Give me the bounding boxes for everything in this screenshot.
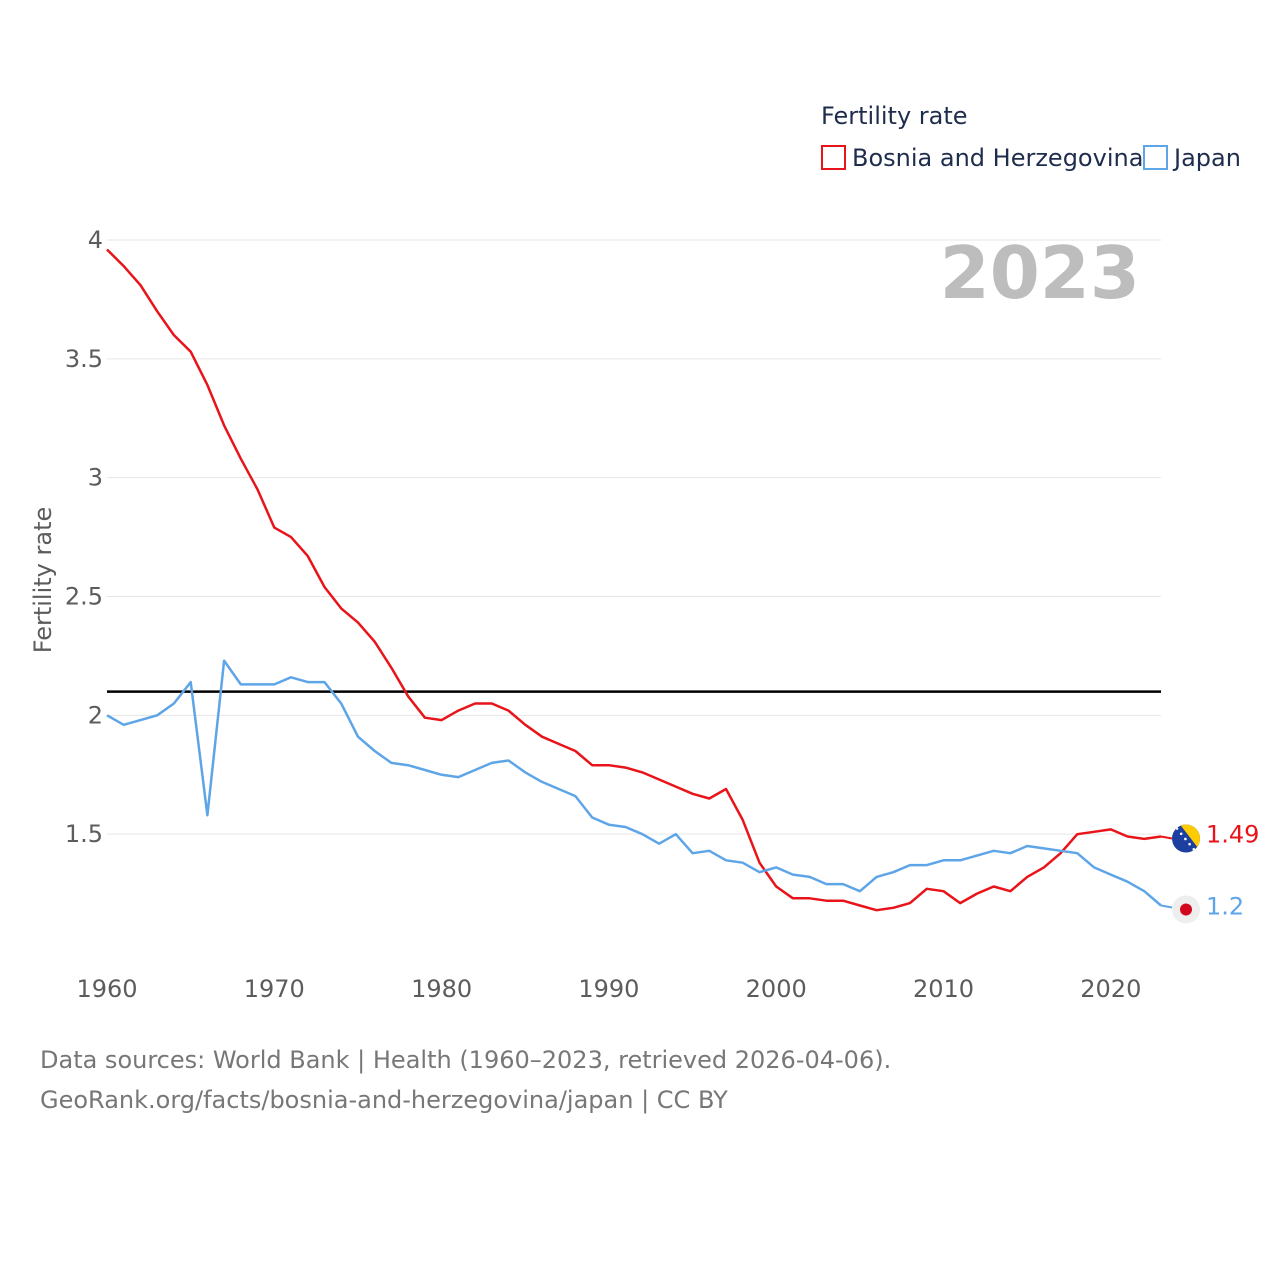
x-tick-label: 2020	[1080, 975, 1141, 1003]
series-line-japan[interactable]	[106, 659, 1162, 907]
y-tick-label: 3.5	[65, 345, 103, 373]
x-tick-label: 1990	[578, 975, 639, 1003]
x-tick-label: 1980	[411, 975, 472, 1003]
y-tick-label: 3	[88, 464, 103, 492]
legend-title: Fertility rate	[821, 102, 968, 130]
y-tick-label: 1.5	[65, 820, 103, 848]
source-note: Data sources: World Bank | Health (1960–…	[40, 1040, 891, 1120]
legend-label-japan[interactable]: Japan	[1172, 144, 1241, 172]
end-label-japan: 1.2	[1206, 892, 1244, 920]
japan-flag-icon	[1172, 895, 1200, 924]
y-axis-ticks: 1.5 2 2.5 3 3.5 4	[65, 226, 103, 848]
y-axis-title: Fertility rate	[29, 507, 57, 654]
series-line-bosnia[interactable]	[106, 248, 1162, 912]
current-year-watermark: 2023	[940, 231, 1140, 315]
legend-swatch-japan[interactable]	[1143, 145, 1168, 170]
series-lines	[106, 248, 1173, 912]
y-tick-label: 2	[88, 701, 103, 729]
connector-bosnia	[1160, 835, 1173, 840]
end-label-bosnia: 1.49	[1206, 821, 1259, 849]
x-tick-label: 1960	[76, 975, 137, 1003]
source-line-1: Data sources: World Bank | Health (1960–…	[40, 1046, 892, 1074]
legend-swatch-bosnia[interactable]	[821, 145, 846, 170]
gridlines	[107, 239, 1161, 835]
x-axis-ticks: 1960 1970 1980 1990 2000 2010 2020	[76, 975, 1141, 1003]
x-tick-label: 2010	[913, 975, 974, 1003]
legend-label-bosnia[interactable]: Bosnia and Herzegovina	[852, 144, 1143, 172]
connector-japan	[1160, 904, 1173, 909]
x-tick-label: 1970	[244, 975, 305, 1003]
bosnia-flag-icon	[1172, 824, 1200, 853]
y-tick-label: 4	[88, 226, 103, 254]
y-tick-label: 2.5	[65, 583, 103, 611]
source-line-2[interactable]: GeoRank.org/facts/bosnia-and-herzegovina…	[40, 1086, 728, 1114]
x-tick-label: 2000	[746, 975, 807, 1003]
